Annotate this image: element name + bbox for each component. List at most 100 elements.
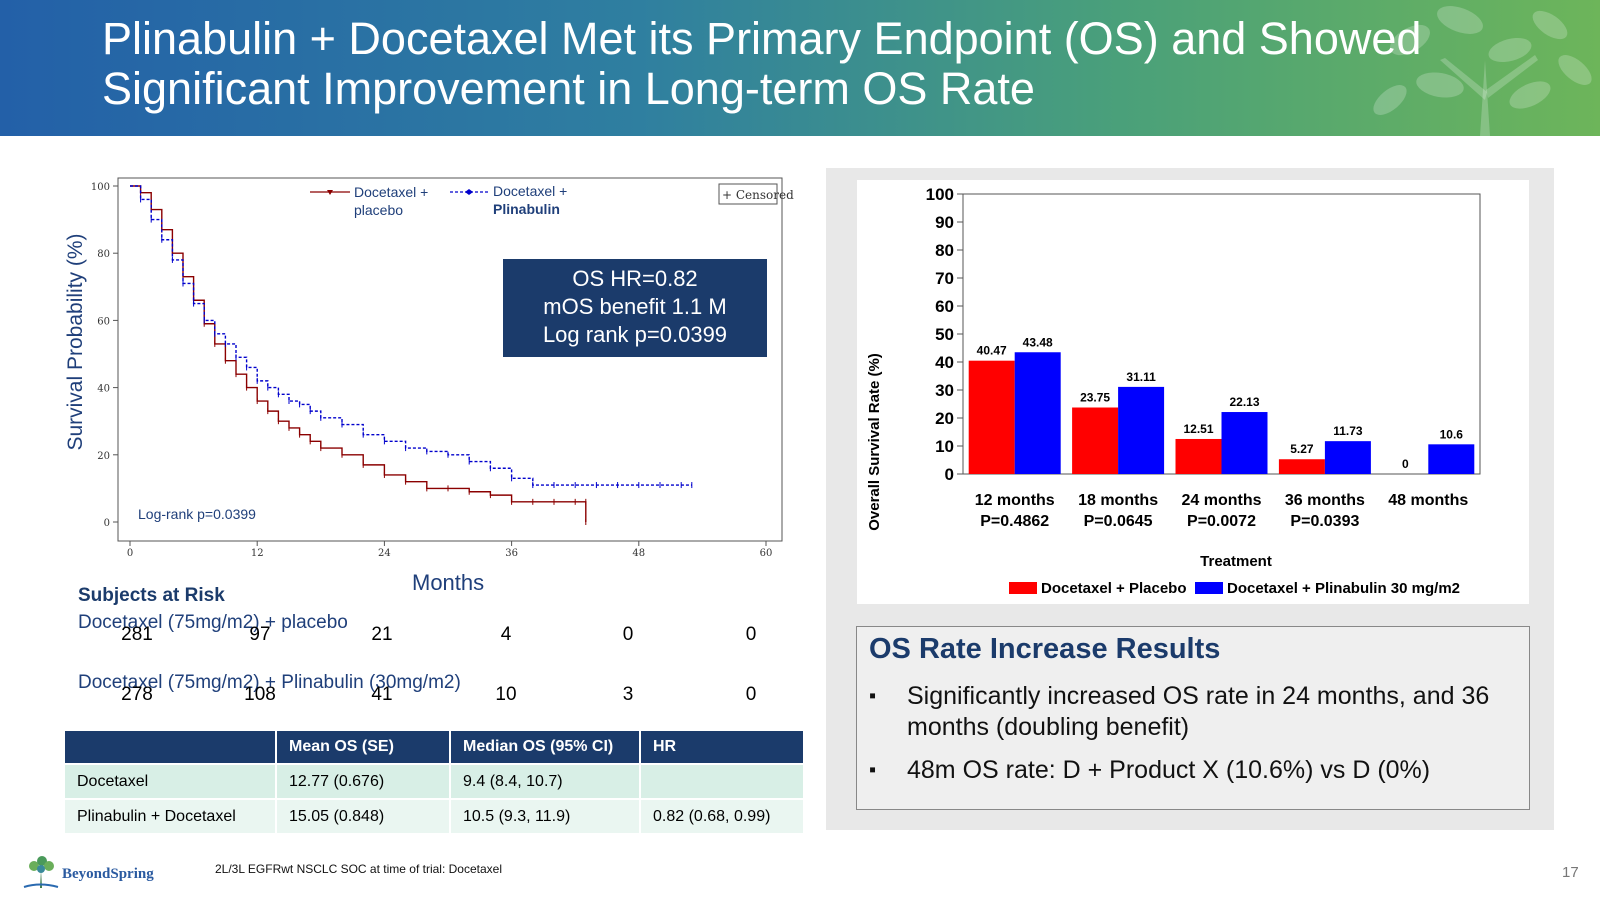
- bar-placebo: [1278, 459, 1325, 474]
- results-bullet: Significantly increased OS rate in 24 mo…: [869, 681, 1509, 743]
- km-y-tick-label: 100: [91, 182, 110, 193]
- legend-placebo-marker-icon: [327, 190, 333, 195]
- km-stat-mos: mOS benefit 1.1 M: [543, 294, 727, 319]
- bar-y-tick-label: 90: [935, 213, 954, 232]
- table-header-cell: Mean OS (SE): [276, 731, 451, 764]
- results-box: OS Rate Increase Results Significantly i…: [856, 626, 1530, 810]
- km-x-tick-label: 12: [251, 548, 264, 559]
- bar-plinabulin: [1221, 412, 1268, 474]
- table-row: Docetaxel 12.77 (0.676) 9.4 (8.4, 10.7): [65, 763, 805, 799]
- bar-value-label: 11.73: [1333, 424, 1363, 438]
- bar-value-label: 12.51: [1183, 422, 1213, 436]
- title-banner: Plinabulin + Docetaxel Met its Primary E…: [0, 0, 1600, 136]
- os-summary-table: Mean OS (SE) Median OS (95% CI) HR Docet…: [65, 731, 805, 833]
- risk-count: 0: [745, 624, 757, 645]
- risk-count: 4: [500, 624, 512, 645]
- bar-plinabulin: [1014, 352, 1061, 474]
- bar-y-tick-label: 0: [945, 465, 954, 484]
- bar-legend-placebo-label: Docetaxel + Placebo: [1041, 580, 1187, 597]
- km-x-tick-label: 0: [127, 548, 133, 559]
- bar-pvalue-label: P=0.0645: [1084, 513, 1153, 530]
- km-x-tick-label: 36: [505, 548, 518, 559]
- risk-arm-placebo: Docetaxel (75mg/m2) + placebo: [78, 612, 348, 633]
- title-line-1: Plinabulin + Docetaxel Met its Primary E…: [102, 13, 1422, 64]
- bar-y-axis-label: Overall Survival Rate (%): [866, 353, 883, 531]
- table-cell: 10.5 (9.3, 11.9): [450, 798, 641, 833]
- table-header-row: Mean OS (SE) Median OS (95% CI) HR: [65, 731, 805, 764]
- km-x-tick-label: 24: [378, 548, 391, 559]
- risk-count: 3: [622, 684, 634, 705]
- results-list: Significantly increased OS rate in 24 mo…: [869, 681, 1509, 798]
- bar-legend-plinabulin-swatch: [1195, 582, 1223, 594]
- censored-legend-label: + Censored: [722, 188, 794, 202]
- censored-legend-box: [718, 183, 778, 205]
- bar-value-label: 40.47: [977, 344, 1007, 358]
- footer-note: 2L/3L EGFRwt NSCLC SOC at time of trial:…: [215, 862, 502, 876]
- legend-plinabulin-marker-icon: [465, 189, 473, 195]
- legend-plinabulin-label-2: Plinabulin: [493, 201, 560, 217]
- risk-count: 278: [121, 684, 153, 705]
- bar-value-label: 0: [1402, 457, 1409, 471]
- bar-legend-placebo-swatch: [1009, 582, 1037, 594]
- km-stat-logrank: Log rank p=0.0399: [542, 322, 728, 347]
- km-x-axis-label: Months: [412, 570, 485, 595]
- title-line-2: Significant Improvement in Long-term OS …: [102, 63, 1035, 114]
- km-y-tick-label: 60: [97, 316, 110, 327]
- bar-x-axis-label: Treatment: [1200, 553, 1272, 570]
- table-cell: 15.05 (0.848): [276, 798, 451, 833]
- bar-value-label: 10.6: [1440, 427, 1464, 441]
- bar-y-tick-label: 60: [935, 297, 954, 316]
- company-logo-text: BeyondSpring: [62, 866, 154, 882]
- km-x-tick-label: 48: [632, 548, 645, 559]
- table-cell: 0.82 (0.68, 0.99): [640, 798, 805, 833]
- bar-y-tick-label: 70: [935, 269, 954, 288]
- bar-y-tick-label: 10: [935, 437, 954, 456]
- bar-placebo: [968, 360, 1015, 474]
- km-plot-frame: [117, 177, 783, 542]
- bar-placebo: [1175, 438, 1222, 474]
- results-bullet: 48m OS rate: D + Product X (10.6%) vs D …: [869, 755, 1509, 786]
- tree-decoration-icon: [1373, 6, 1592, 136]
- bar-y-tick-label: 100: [926, 185, 954, 204]
- bar-value-label: 31.11: [1126, 370, 1156, 384]
- page-number: 17: [1562, 864, 1579, 881]
- bar-y-tick-label: 50: [935, 325, 954, 344]
- table-row: Plinabulin + Docetaxel 15.05 (0.848) 10.…: [65, 798, 805, 833]
- bar-y-tick-label: 30: [935, 381, 954, 400]
- bar-plinabulin: [1118, 386, 1165, 474]
- risk-count: 281: [121, 624, 153, 645]
- risk-count: 10: [495, 684, 517, 705]
- risk-count: 0: [745, 684, 757, 705]
- km-y-tick-label: 40: [97, 384, 110, 395]
- km-y-tick-label: 20: [97, 451, 110, 462]
- km-curve-chart: 0 12 24 36 48 60 0 20 40 60 80 100 Docetaxel + plac…: [91, 177, 794, 559]
- bar-pvalue-label: P=0.0072: [1187, 513, 1256, 530]
- bar-category-label: 12 months: [975, 492, 1055, 509]
- bar-category-label: 36 months: [1285, 492, 1365, 509]
- legend-plinabulin-label-1: Docetaxel +: [493, 183, 567, 199]
- bar-value-label: 5.27: [1290, 442, 1314, 456]
- km-x-tick-label: 60: [760, 548, 773, 559]
- legend-placebo-label-1: Docetaxel +: [354, 184, 428, 200]
- bar-value-label: 43.48: [1023, 335, 1053, 349]
- bar-plinabulin: [1428, 444, 1475, 474]
- table-cell: 12.77 (0.676): [276, 763, 451, 799]
- legend-placebo-label-2: placebo: [354, 202, 403, 218]
- bar-placebo: [1072, 407, 1119, 474]
- bar-category-label: 18 months: [1078, 492, 1158, 509]
- km-logrank-text: Log-rank p=0.0399: [138, 506, 256, 522]
- risk-title: Subjects at Risk: [78, 585, 225, 606]
- table-cell: [640, 763, 805, 799]
- table-header-cell: HR: [640, 731, 805, 764]
- table-cell: Plinabulin + Docetaxel: [65, 798, 277, 833]
- bar-pvalue-label: P=0.4862: [980, 513, 1049, 530]
- km-y-tick-label: 80: [97, 249, 110, 260]
- bar-y-tick-label: 80: [935, 241, 954, 260]
- risk-count: 21: [371, 624, 393, 645]
- bar-value-label: 23.75: [1080, 391, 1110, 405]
- km-stats-box: OS HR=0.82 mOS benefit 1.1 M Log rank p=…: [503, 259, 767, 357]
- table-header-cell: Median OS (95% CI): [450, 731, 641, 764]
- os-rate-bar-chart: Overall Survival Rate (%) 0 10 20 30 40 50 60 7…: [866, 185, 1481, 597]
- bar-y-tick-label: 20: [935, 409, 954, 428]
- table-cell: Docetaxel: [65, 763, 277, 799]
